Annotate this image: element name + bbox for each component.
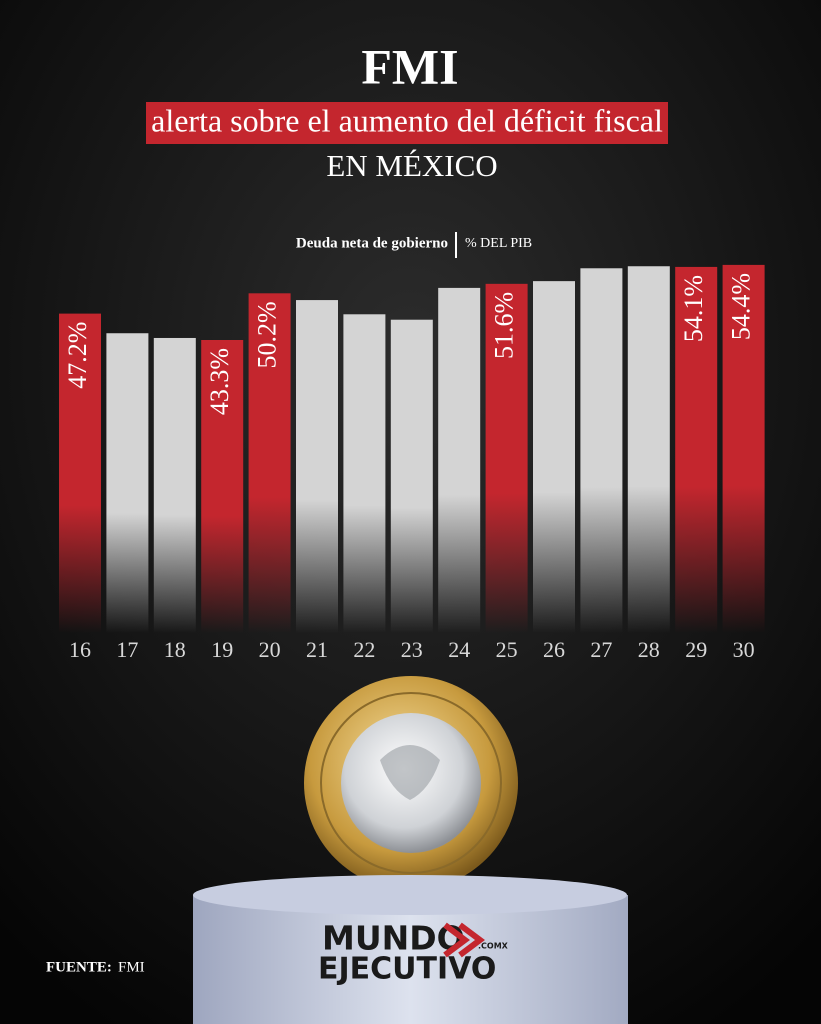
bar	[485, 283, 528, 633]
value-label: 54.1%	[679, 275, 708, 342]
x-tick-label: 18	[164, 637, 186, 662]
bar	[390, 319, 433, 633]
x-tick-label: 29	[685, 637, 707, 662]
bar	[248, 293, 291, 633]
bar	[106, 333, 149, 633]
bar	[201, 340, 244, 633]
bar	[627, 266, 670, 633]
value-label: 51.6%	[490, 292, 519, 359]
coin	[304, 676, 518, 890]
series-label: Deuda neta de gobierno	[296, 235, 448, 251]
x-tick-label: 23	[401, 637, 423, 662]
x-tick-label: 22	[353, 637, 375, 662]
x-tick-label: 28	[638, 637, 660, 662]
bar	[722, 264, 765, 633]
x-tick-label: 27	[590, 637, 612, 662]
value-label: 43.3%	[205, 348, 234, 415]
x-tick-label: 26	[543, 637, 565, 662]
value-label: 50.2%	[253, 301, 282, 368]
subtitle: alerta sobre el aumento del déficit fisc…	[151, 102, 663, 138]
title: FMI	[361, 38, 458, 94]
x-tick-label: 20	[259, 637, 281, 662]
x-tick-label: 25	[496, 637, 518, 662]
source: FMI	[118, 959, 145, 975]
source-label: FUENTE:	[46, 959, 112, 975]
x-tick-label: 17	[116, 637, 138, 662]
value-label: 54.4%	[727, 273, 756, 340]
subtitle-band	[146, 102, 668, 144]
bar	[533, 281, 575, 633]
bar	[580, 268, 623, 633]
logo-top: MUNDO	[322, 919, 465, 958]
x-tick-label: 30	[733, 637, 755, 662]
x-tick-label: 16	[69, 637, 91, 662]
bar	[59, 313, 101, 633]
bar	[675, 266, 718, 633]
logo-domain: .COMX	[478, 942, 509, 951]
x-tick-label: 24	[448, 637, 470, 662]
x-tick-label: 19	[211, 637, 233, 662]
bar	[343, 314, 386, 633]
bar	[153, 337, 196, 633]
unit-label: % DEL PIB	[465, 236, 532, 251]
bar	[438, 287, 481, 633]
pedestal	[193, 875, 628, 1024]
bars: 47.2% 16 17 18 43.3% 19 50.2% 20 21 22 23 24 51.6% 25…	[59, 264, 765, 662]
value-label: 47.2%	[63, 322, 92, 389]
logo-bottom: EJECUTIVO	[318, 952, 496, 987]
subtitle-2: EN MÉXICO	[326, 148, 497, 183]
x-tick-label: 21	[306, 637, 328, 662]
logo-arrow	[443, 922, 485, 958]
bar	[296, 300, 338, 633]
